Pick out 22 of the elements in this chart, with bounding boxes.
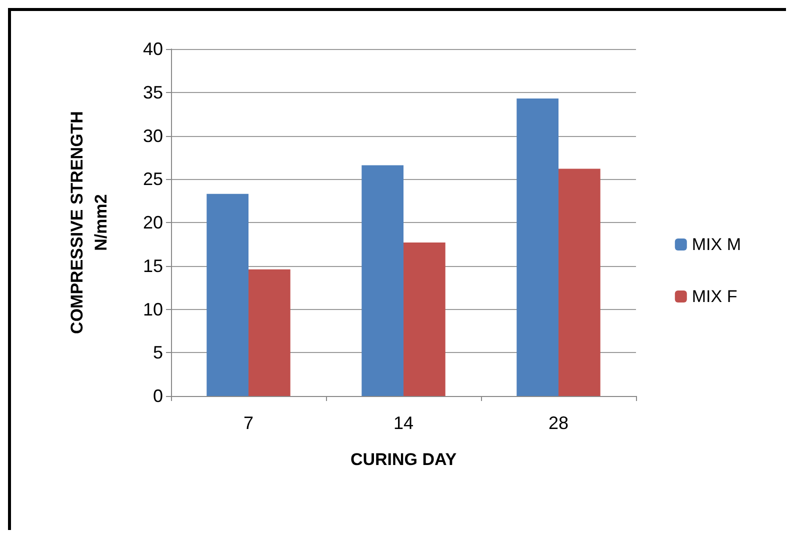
legend-label: MIX M [692, 235, 741, 254]
y-tick-label: 5 [152, 342, 163, 363]
x-tick-label: 7 [243, 413, 254, 433]
bar [248, 269, 290, 396]
y-tick-label: 10 [142, 299, 163, 320]
y-tick-label: 15 [142, 256, 163, 276]
bar [362, 165, 404, 396]
bar [404, 242, 446, 396]
bar [516, 98, 558, 396]
y-tick-label: 40 [142, 39, 163, 59]
bar [206, 194, 248, 396]
bar [558, 168, 600, 396]
x-tick-label: 28 [548, 413, 569, 433]
y-tick-label: 35 [142, 82, 163, 102]
legend-label: MIX F [692, 287, 738, 306]
y-tick-label: 25 [142, 169, 163, 190]
y-tick-label: 20 [142, 212, 163, 232]
y-tick-label: 0 [152, 386, 163, 406]
y-axis-title: COMPRESSIVE STRENGTH N/mm2 [68, 111, 110, 334]
x-axis-title: CURING DAY [350, 450, 458, 469]
y-tick-label: 30 [142, 126, 163, 146]
x-tick-label: 14 [393, 413, 414, 433]
